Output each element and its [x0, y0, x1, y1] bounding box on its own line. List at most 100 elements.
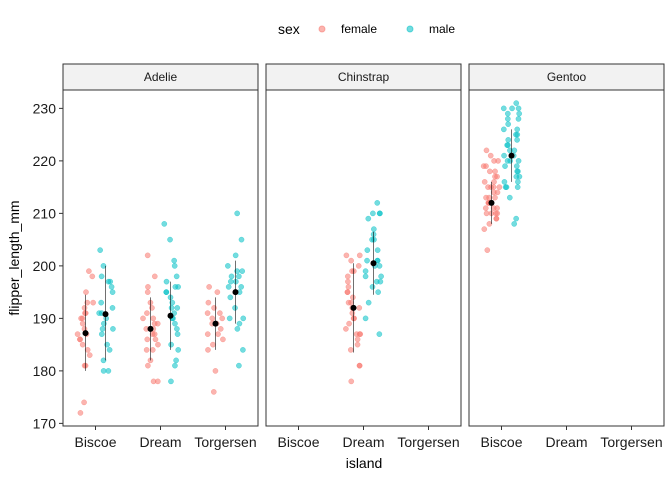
data-point	[505, 137, 512, 143]
data-point	[238, 236, 245, 243]
data-point	[106, 347, 113, 353]
y-tick-label: 180	[33, 363, 57, 379]
facet-panel	[62, 89, 259, 427]
data-point	[174, 305, 181, 311]
data-point	[172, 284, 179, 290]
data-point	[486, 221, 493, 227]
data-point	[500, 126, 507, 133]
data-point	[348, 257, 355, 264]
data-point	[511, 147, 518, 154]
data-point	[504, 110, 511, 117]
x-tick-label: Biscoe	[74, 434, 116, 450]
data-point	[515, 168, 521, 175]
data-point	[171, 263, 178, 269]
y-tick-label: 230	[33, 100, 57, 116]
data-point	[144, 289, 151, 295]
data-point	[168, 341, 174, 348]
data-point	[377, 210, 383, 217]
data-point	[217, 310, 223, 316]
data-point	[215, 331, 221, 337]
data-point	[492, 194, 498, 201]
x-tick-label: Dream	[545, 434, 587, 450]
data-point	[232, 305, 238, 311]
data-point	[343, 252, 350, 259]
data-point	[145, 362, 151, 369]
data-point	[356, 305, 363, 311]
series-biscoe-male	[500, 100, 523, 227]
y-tick-label: 190	[33, 310, 57, 326]
data-point	[82, 310, 88, 316]
data-point	[236, 362, 242, 369]
data-point	[240, 315, 247, 322]
data-point	[503, 184, 510, 190]
data-point	[74, 331, 81, 337]
data-point	[169, 299, 176, 306]
mean-point	[82, 330, 89, 337]
x-tick-label: Dream	[139, 434, 181, 450]
x-tick-label: Dream	[342, 434, 384, 450]
data-point	[144, 252, 151, 259]
data-point	[504, 116, 511, 122]
data-point	[491, 158, 497, 164]
data-point	[348, 378, 355, 385]
data-point	[219, 315, 226, 322]
data-point	[371, 226, 377, 232]
data-point	[362, 268, 369, 274]
data-point	[487, 152, 494, 159]
data-point	[502, 163, 508, 169]
data-point	[345, 299, 352, 306]
data-point	[168, 378, 174, 385]
data-point	[144, 310, 150, 316]
series-dream-male	[161, 221, 182, 385]
series-dream-male	[362, 200, 384, 337]
data-point	[365, 215, 372, 222]
data-point	[84, 299, 91, 306]
data-point	[214, 289, 221, 295]
data-point	[236, 273, 242, 280]
data-point	[376, 263, 383, 269]
data-point	[504, 158, 511, 164]
data-point	[163, 289, 170, 295]
legend-title: sex	[278, 21, 300, 37]
data-point	[484, 247, 491, 253]
data-point	[376, 331, 383, 337]
facet-gentoo: Gentoo Biscoe Dream Torgersen	[468, 63, 665, 450]
data-point	[172, 320, 178, 327]
data-point	[513, 100, 520, 106]
data-point	[345, 284, 352, 290]
data-point	[515, 105, 522, 112]
data-point	[236, 320, 243, 327]
data-point	[480, 163, 487, 169]
data-point	[204, 331, 211, 337]
mean-point	[102, 311, 109, 318]
data-point	[239, 268, 246, 274]
y-tick-label: 170	[33, 415, 57, 431]
data-point	[481, 179, 488, 185]
x-axis-title: island	[346, 455, 383, 471]
data-point	[364, 257, 370, 264]
data-point	[513, 215, 520, 222]
data-point	[492, 168, 498, 175]
data-point	[500, 105, 507, 112]
data-point	[110, 326, 116, 332]
data-point	[228, 273, 235, 280]
y-tick-label: 210	[33, 205, 57, 221]
facet-strip-label: Gentoo	[547, 70, 587, 84]
legend-key-female	[318, 25, 326, 33]
x-tick-label: Torgersen	[397, 434, 459, 450]
data-point	[481, 226, 488, 232]
facet-panels: Adelie Biscoe Dream Torgersen Chinstrap Bisco…	[62, 63, 665, 450]
data-point	[378, 273, 384, 280]
data-point	[225, 284, 232, 290]
data-point	[152, 336, 159, 343]
data-point	[79, 320, 86, 327]
data-point	[493, 215, 500, 222]
data-point	[227, 278, 234, 285]
data-point	[99, 326, 106, 332]
mean-point	[167, 312, 174, 319]
data-point	[483, 210, 490, 217]
mean-point	[488, 199, 495, 206]
data-point	[494, 210, 501, 217]
data-point	[516, 110, 523, 117]
data-point	[105, 368, 112, 374]
